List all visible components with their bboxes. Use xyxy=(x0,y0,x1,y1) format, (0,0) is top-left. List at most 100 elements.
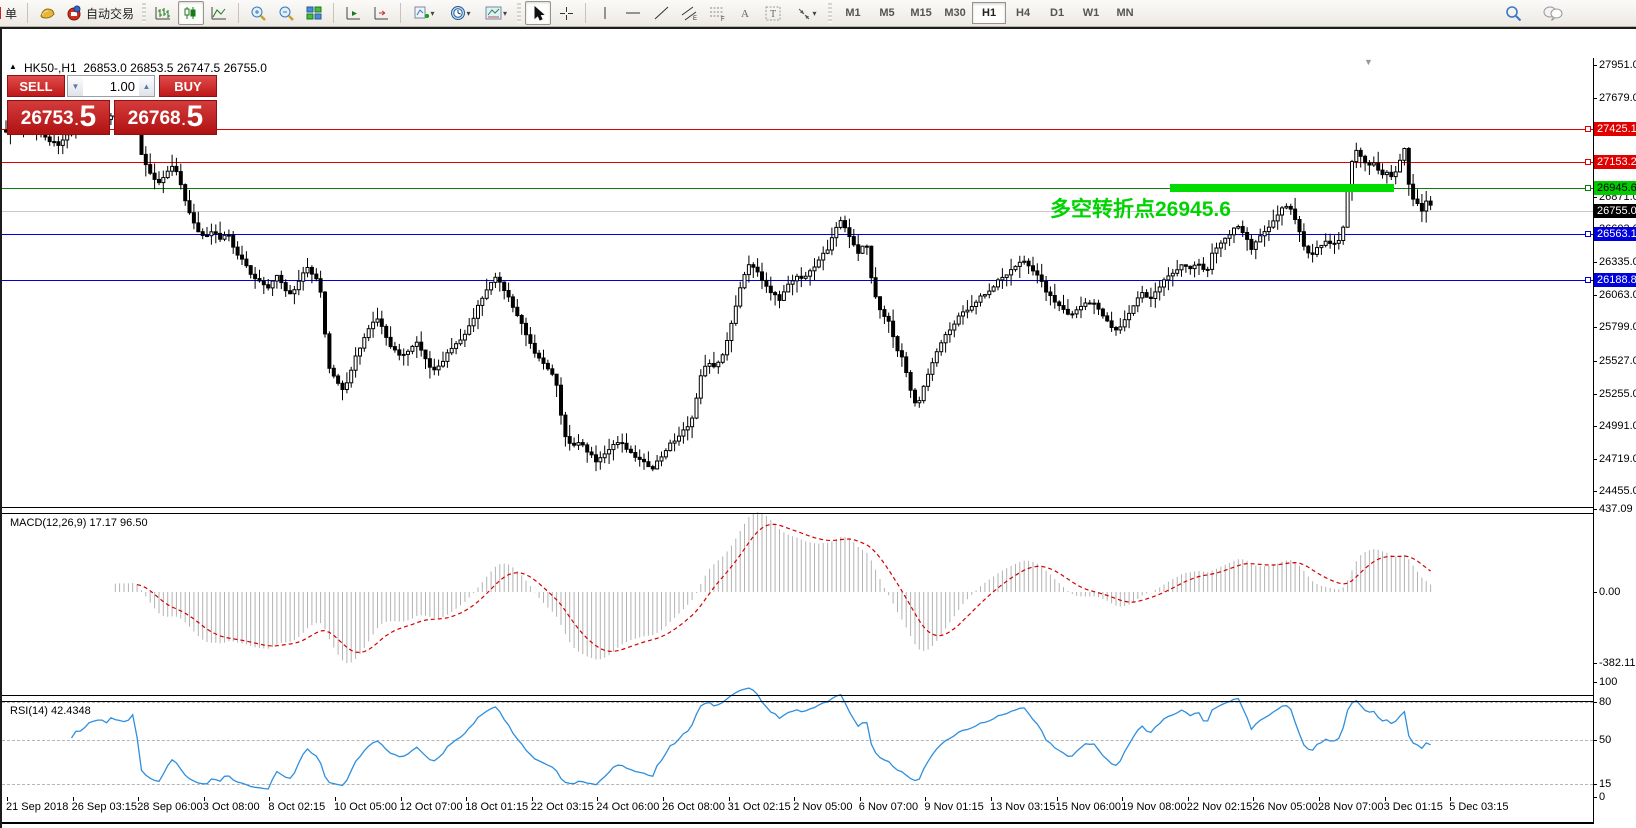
date-tick xyxy=(335,797,336,801)
horizontal-line-button[interactable] xyxy=(620,1,646,25)
periods-button[interactable]: ▾ xyxy=(443,1,477,25)
sell-button[interactable]: SELL xyxy=(7,75,65,97)
indicator-tick xyxy=(1593,509,1597,510)
toolbar-drag-handle[interactable] xyxy=(517,3,522,23)
price-level-line[interactable] xyxy=(2,234,1593,236)
sell-price-button[interactable]: 26753. 5 xyxy=(7,100,110,135)
timeframe-d1[interactable]: D1 xyxy=(1050,7,1065,19)
pane-splitter[interactable] xyxy=(2,695,1594,696)
timeframe-h1[interactable]: H1 xyxy=(972,2,1007,24)
toolbar-drag-handle[interactable] xyxy=(828,3,833,23)
price-level-line[interactable] xyxy=(2,162,1593,164)
timeframe-m30[interactable]: M30 xyxy=(944,7,966,19)
autotrading-button[interactable]: 自动交易 xyxy=(62,2,138,24)
current-price-label: 26755.0 xyxy=(1594,203,1636,218)
timeframe-m5[interactable]: M5 xyxy=(879,7,895,19)
vertical-line-icon xyxy=(604,7,606,19)
indicator-tick-label: 80 xyxy=(1599,696,1612,708)
macd-pane[interactable] xyxy=(2,487,1593,668)
orders-button[interactable]: 单 xyxy=(0,2,21,24)
price-level-line-marker[interactable] xyxy=(1585,231,1591,238)
crosshair-button[interactable] xyxy=(553,1,579,25)
vertical-line-button[interactable] xyxy=(592,1,618,25)
chart-window[interactable]: ▲ HK50-,H1 26853.0 26853.5 26747.5 26755… xyxy=(0,27,1636,828)
bar-chart-icon xyxy=(155,7,171,20)
zoom-in-button[interactable] xyxy=(245,1,271,25)
date-tick xyxy=(663,797,664,801)
indicator-tick-label: 50 xyxy=(1599,734,1612,746)
rsi-level-line xyxy=(2,740,1593,741)
timeframe-m1[interactable]: M1 xyxy=(845,7,861,19)
price-level-line-marker[interactable] xyxy=(1585,159,1591,166)
price-tick xyxy=(1593,98,1597,100)
timeframe-m15[interactable]: M15 xyxy=(910,7,932,19)
date-axis-border xyxy=(2,822,1594,824)
macd-label: MACD(12,26,9) 17.17 96.50 xyxy=(10,517,148,529)
arrows-button[interactable]: ▾ xyxy=(788,1,824,25)
timeframe-h4[interactable]: H4 xyxy=(1016,7,1031,19)
ohlc-header: HK50-,H1 26853.0 26853.5 26747.5 26755.0 xyxy=(24,61,267,75)
price-level-line-marker[interactable] xyxy=(1585,184,1591,191)
cursor-icon xyxy=(534,5,545,21)
date-label: 12 Oct 07:00 xyxy=(399,801,463,813)
autotrading-label: 自动交易 xyxy=(86,6,135,21)
text-label-button[interactable]: T xyxy=(760,1,786,25)
rsi-label: RSI(14) 42.4348 xyxy=(10,705,91,717)
sell-price-dot: . xyxy=(74,112,79,128)
line-chart-button[interactable] xyxy=(206,1,232,25)
add-indicator-button[interactable]: ▾ xyxy=(407,1,441,25)
pivot-annotation[interactable]: 多空转折点26945.6 xyxy=(1050,198,1231,221)
toolbar-drag-handle[interactable] xyxy=(142,3,147,23)
pane-splitter[interactable] xyxy=(2,507,1594,508)
tile-windows-button[interactable] xyxy=(301,1,327,25)
candlestick-chart-button[interactable] xyxy=(178,1,205,25)
pane-splitter[interactable] xyxy=(2,701,1594,702)
rsi-pane[interactable] xyxy=(2,675,1593,795)
fibonacci-icon: F xyxy=(709,7,725,21)
date-tick xyxy=(1384,797,1386,801)
pivot-highlight-bar[interactable] xyxy=(1170,184,1394,192)
open-value: 26853.0 xyxy=(83,61,127,75)
trendline-button[interactable] xyxy=(648,1,674,25)
buy-price-frac: 5 xyxy=(186,100,204,133)
date-tick xyxy=(7,797,8,801)
buy-button[interactable]: BUY xyxy=(159,75,217,97)
indicator-tick xyxy=(1593,702,1597,703)
date-tick xyxy=(1319,797,1320,801)
sell-price-main: 26753 xyxy=(20,108,74,129)
indicator-tick-label: 0.00 xyxy=(1599,586,1621,598)
separator xyxy=(585,3,587,23)
text-button[interactable]: A xyxy=(732,1,758,25)
template-button[interactable]: ▾ xyxy=(479,1,513,25)
timeframe-group: M1 M5 M15 M30 H1 H4 D1 W1 MN xyxy=(836,2,1142,24)
fibonacci-button[interactable]: F xyxy=(704,1,730,25)
volume-decrease-button[interactable]: ▼ xyxy=(68,76,83,96)
buy-price-button[interactable]: 26768. 5 xyxy=(114,100,217,135)
chart-shift-marker[interactable]: ▼ xyxy=(1364,57,1373,67)
search-button[interactable] xyxy=(1500,1,1526,25)
pane-splitter[interactable] xyxy=(2,513,1594,514)
search-icon xyxy=(1505,5,1521,21)
timeframe-mn[interactable]: MN xyxy=(1116,7,1134,19)
panel-collapse-arrow[interactable]: ▲ xyxy=(9,62,17,71)
price-tick-label: 25255.0 xyxy=(1599,387,1636,400)
candlestick-chart-icon xyxy=(184,7,196,19)
new-order-button[interactable] xyxy=(34,1,60,25)
bar-chart-button[interactable] xyxy=(150,1,176,25)
cursor-button[interactable] xyxy=(525,1,552,25)
timeframe-w1[interactable]: W1 xyxy=(1082,7,1100,19)
volume-input[interactable] xyxy=(83,76,139,96)
chart-shift-button[interactable] xyxy=(368,1,394,25)
price-level-line-marker[interactable] xyxy=(1585,276,1591,283)
price-level-line[interactable] xyxy=(2,187,1593,189)
candlestick-chart[interactable] xyxy=(2,31,1593,481)
equidistant-channel-button[interactable]: E xyxy=(676,1,702,25)
price-level-line[interactable] xyxy=(2,129,1593,131)
zoom-out-button[interactable] xyxy=(273,1,299,25)
chat-button[interactable] xyxy=(1540,1,1566,25)
price-level-line-marker[interactable] xyxy=(1585,126,1591,133)
volume-increase-button[interactable]: ▲ xyxy=(139,76,154,96)
price-level-label: 26563.1 xyxy=(1594,227,1636,242)
auto-scroll-button[interactable] xyxy=(340,1,366,25)
